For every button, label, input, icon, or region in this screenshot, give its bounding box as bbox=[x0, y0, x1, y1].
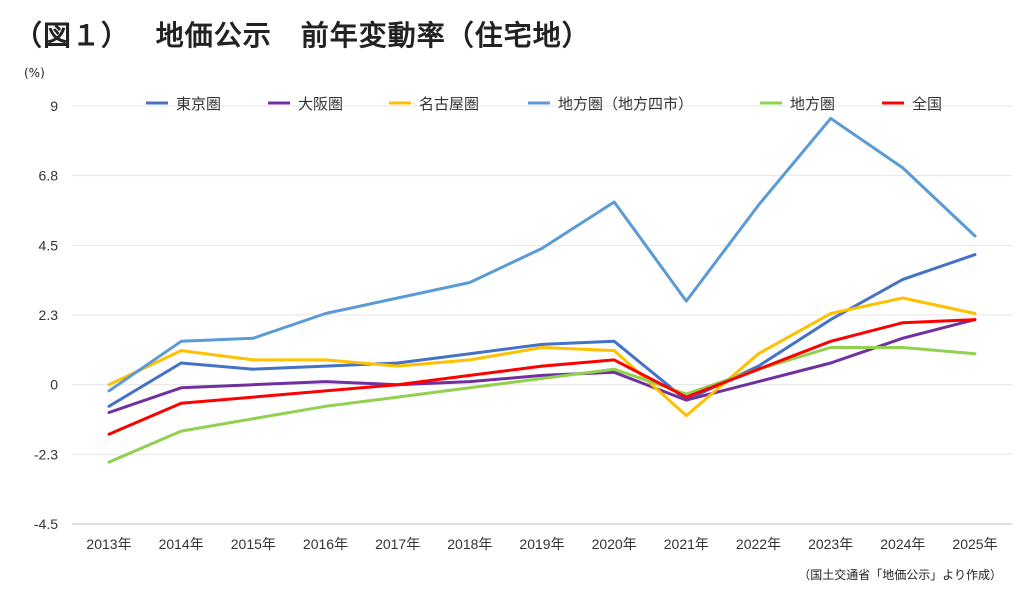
legend-label: 地方圏（地方四市） bbox=[558, 95, 693, 113]
x-tick-label: 2014年 bbox=[159, 536, 204, 552]
y-tick-label: 0 bbox=[50, 377, 58, 393]
series-line bbox=[107, 318, 977, 436]
legend-label: 地方圏 bbox=[790, 95, 835, 113]
legend-label: 名古屋圏 bbox=[419, 95, 479, 113]
y-tick-label: 9 bbox=[50, 98, 58, 114]
x-tick-label: 2019年 bbox=[519, 536, 564, 552]
x-tick-label: 2015年 bbox=[231, 536, 276, 552]
x-tick-label: 2023年 bbox=[808, 536, 853, 552]
x-tick-label: 2013年 bbox=[86, 536, 131, 552]
y-tick-label: -2.3 bbox=[34, 446, 58, 462]
legend-label: 東京圏 bbox=[176, 95, 221, 113]
x-tick-label: 2022年 bbox=[736, 536, 781, 552]
source-note: （国土交通省「地価公示」より作成） bbox=[798, 568, 1002, 582]
y-axis-unit: (%) bbox=[24, 66, 45, 80]
series-line bbox=[107, 296, 977, 418]
x-tick-label: 2016年 bbox=[303, 536, 348, 552]
series-line bbox=[107, 253, 977, 408]
y-tick-label: 6.8 bbox=[39, 168, 59, 184]
y-tick-label: -4.5 bbox=[34, 516, 58, 532]
x-tick-label: 2025年 bbox=[952, 536, 997, 552]
x-tick-label: 2021年 bbox=[664, 536, 709, 552]
chart-title: （図１） 地価公示 前年変動率（住宅地） bbox=[14, 19, 591, 52]
x-tick-label: 2017年 bbox=[375, 536, 420, 552]
legend-label: 全国 bbox=[912, 95, 942, 113]
y-tick-label: 4.5 bbox=[39, 237, 59, 253]
x-tick-label: 2020年 bbox=[592, 536, 637, 552]
y-tick-label: 2.3 bbox=[39, 307, 59, 323]
series-line bbox=[107, 116, 977, 393]
series-line bbox=[107, 318, 977, 414]
x-tick-label: 2024年 bbox=[880, 536, 925, 552]
legend-label: 大阪圏 bbox=[298, 95, 343, 113]
x-tick-label: 2018年 bbox=[447, 536, 492, 552]
series-line bbox=[107, 346, 977, 464]
